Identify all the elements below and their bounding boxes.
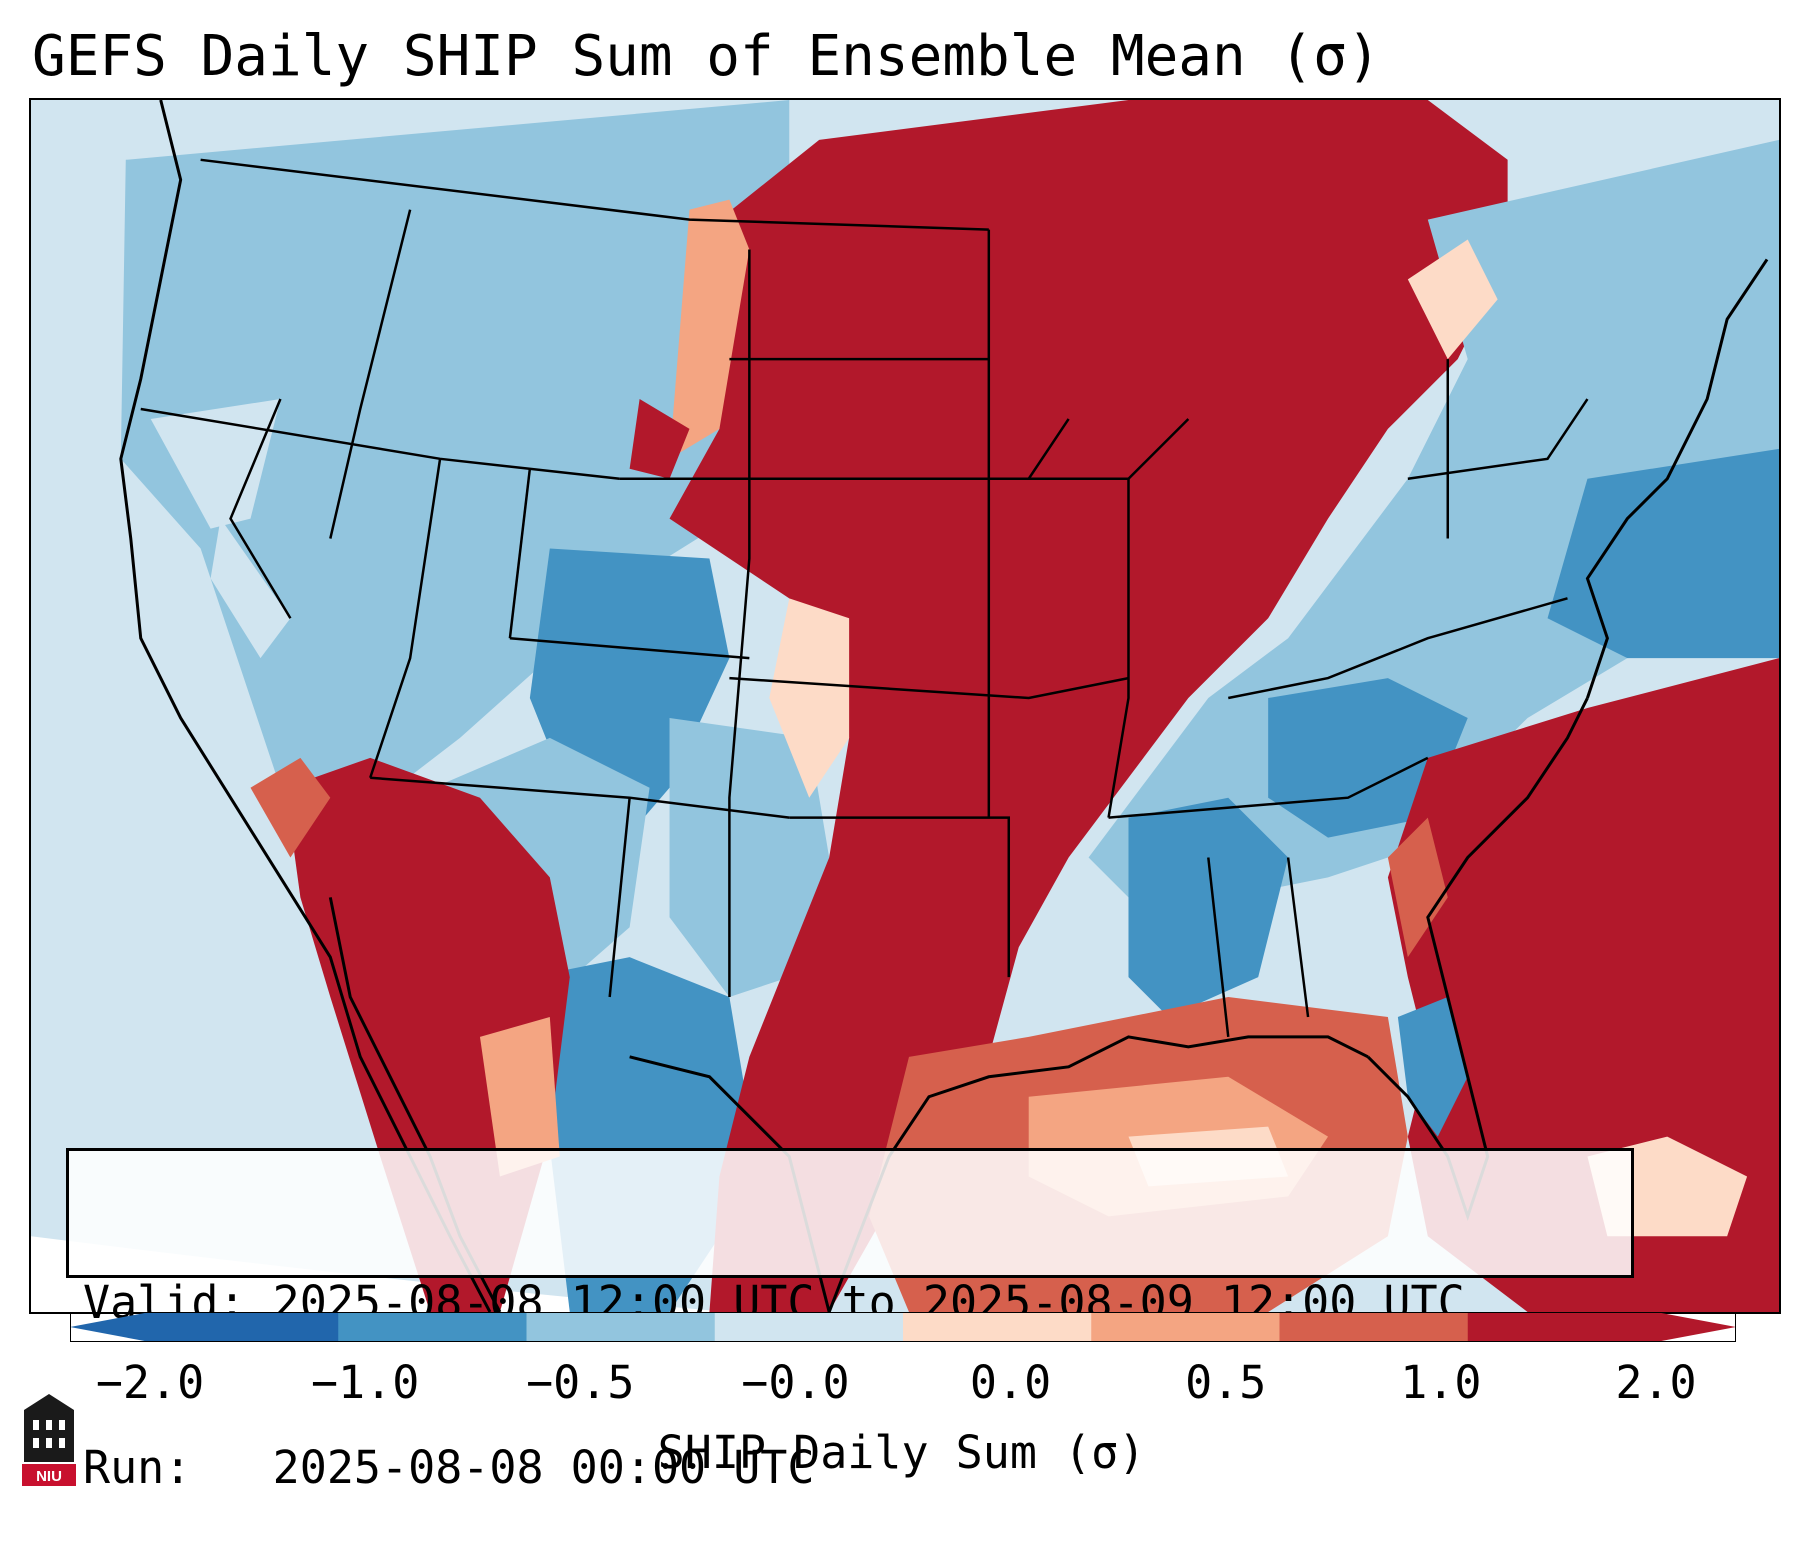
colorbar-segment	[1467, 1312, 1657, 1342]
run-time-text: Run: 2025-08-08 00:00 UTC	[83, 1441, 815, 1494]
great-basin-near-zero	[150, 399, 281, 529]
carolina-coast-positive	[1387, 817, 1448, 958]
colorbar-tick-label: −1.0	[310, 1356, 420, 1409]
wyoming-positive	[629, 399, 690, 479]
state-boundaries	[140, 158, 1589, 1038]
colorbar	[70, 1312, 1736, 1342]
nevada-near-zero	[210, 518, 291, 659]
colorbar-segments	[150, 1312, 1657, 1342]
colorbar-segment	[903, 1312, 1092, 1342]
deep-south-strong-negative	[1128, 797, 1289, 1017]
colorbar-tick-label: 1.0	[1400, 1356, 1482, 1409]
florida-strong-negative	[1397, 997, 1468, 1137]
colorbar-tick-label: −0.0	[741, 1356, 850, 1409]
map-outside-projection	[31, 1236, 730, 1312]
colorbar-segment	[1091, 1312, 1280, 1342]
new-mexico-negative	[669, 717, 830, 998]
plains-midwest-strong-positive	[669, 100, 1508, 1312]
chart-title: GEFS Daily SHIP Sum of Ensemble Mean (σ)	[32, 24, 1381, 89]
map-panel	[29, 98, 1781, 1314]
northern-plains-edge-positive	[669, 199, 750, 459]
colorbar-tick-label: 2.0	[1615, 1356, 1697, 1409]
colorado-edge-near-zero	[769, 598, 850, 798]
california-coast-positive	[250, 757, 331, 858]
valid-run-info-box: Valid: 2025-08-08 12:00 UTC to 2025-08-0…	[66, 1148, 1634, 1494]
colorbar-extend-left	[70, 1312, 150, 1342]
colorbar-segment	[150, 1312, 339, 1342]
colorbar-label: SHIP Daily Sum (σ)	[657, 1426, 1146, 1479]
northeast-negative-anomaly	[1088, 139, 1779, 898]
svg-text:NIU: NIU	[36, 1468, 62, 1485]
colorbar-tick-label: 0.0	[969, 1356, 1052, 1409]
anomaly-map	[31, 100, 1779, 1312]
colorbar-tick-label: 0.5	[1185, 1356, 1267, 1409]
offshore-northeast-strong-negative	[1547, 448, 1779, 659]
colorbar-segment	[338, 1312, 527, 1342]
colorbar-segment	[714, 1312, 904, 1342]
colorbar-segment	[526, 1312, 716, 1342]
colorbar-segment	[1279, 1312, 1469, 1342]
colorbar-tick-label: −0.5	[526, 1356, 635, 1409]
colorbar-tick-label: −2.0	[95, 1356, 205, 1409]
canada-near-zero-positive	[1407, 239, 1498, 360]
niu-logo: NIU	[22, 1394, 76, 1486]
baja-moderate-positive	[479, 1016, 560, 1177]
colorbar-extend-right	[1656, 1312, 1736, 1342]
western-negative-anomaly	[120, 100, 790, 838]
